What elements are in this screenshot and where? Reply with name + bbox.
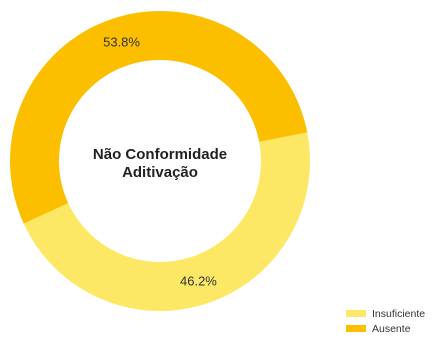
legend: Insuficiente Ausente [346, 308, 425, 335]
slice-ausente [10, 11, 308, 224]
center-title-line-1: Não Conformidade [93, 146, 227, 163]
slice-insuficiente [23, 132, 311, 312]
slice-label-ausente: 53.8% [103, 35, 140, 50]
slice-label-insuficiente: 46.2% [180, 273, 217, 288]
legend-swatch-ausente [346, 325, 366, 332]
slice-labels: 46.2% 53.8% [103, 35, 217, 289]
donut-slices [10, 11, 311, 312]
center-title-line-2: Aditivação [122, 164, 198, 181]
legend-label-insuficiente: Insuficiente [372, 308, 425, 320]
legend-swatch-insuficiente [346, 310, 366, 317]
legend-label-ausente: Ausente [372, 323, 411, 335]
